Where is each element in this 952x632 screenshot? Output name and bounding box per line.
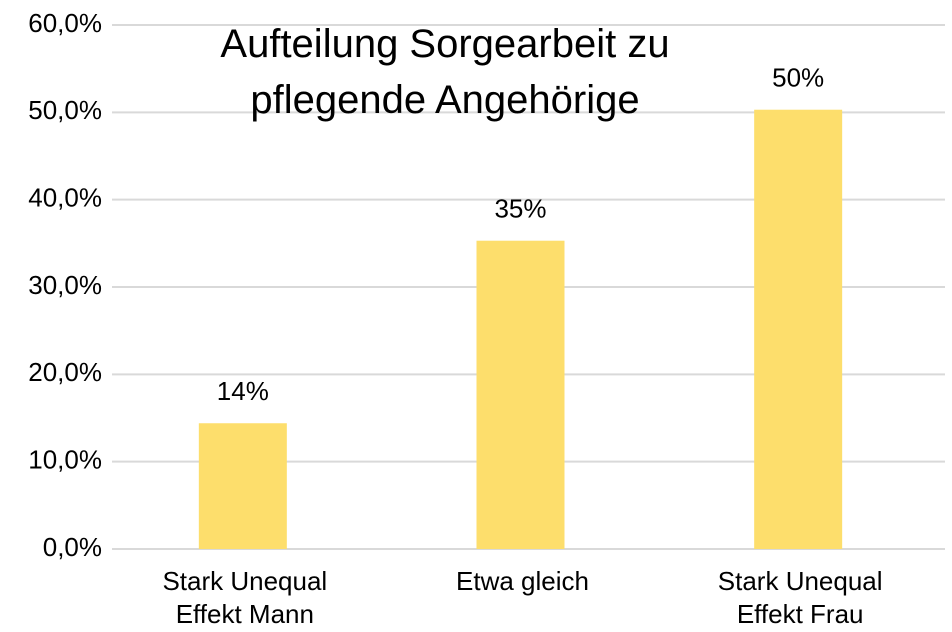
chart-title: Aufteilung Sorgearbeit zu pflegende Angeh… (220, 22, 669, 122)
x-tick-label: Stark Unequal Effekt Frau (718, 566, 883, 629)
bar (754, 109, 843, 550)
y-tick-label: 60,0% (28, 8, 102, 38)
value-label: 50% (772, 63, 824, 93)
y-tick-label: 10,0% (28, 445, 102, 475)
bar (476, 240, 565, 550)
y-tick-label: 50,0% (28, 95, 102, 125)
value-label: 35% (494, 194, 546, 224)
x-tick-label: Stark Unequal Effekt Mann (162, 566, 327, 629)
y-tick-label: 40,0% (28, 183, 102, 213)
value-label: 14% (217, 376, 269, 406)
x-tick-label: Etwa gleich (456, 566, 589, 596)
bar (198, 423, 287, 549)
y-tick-label: 30,0% (28, 270, 102, 300)
y-tick-label: 20,0% (28, 357, 102, 387)
y-tick-label: 0,0% (43, 532, 102, 562)
